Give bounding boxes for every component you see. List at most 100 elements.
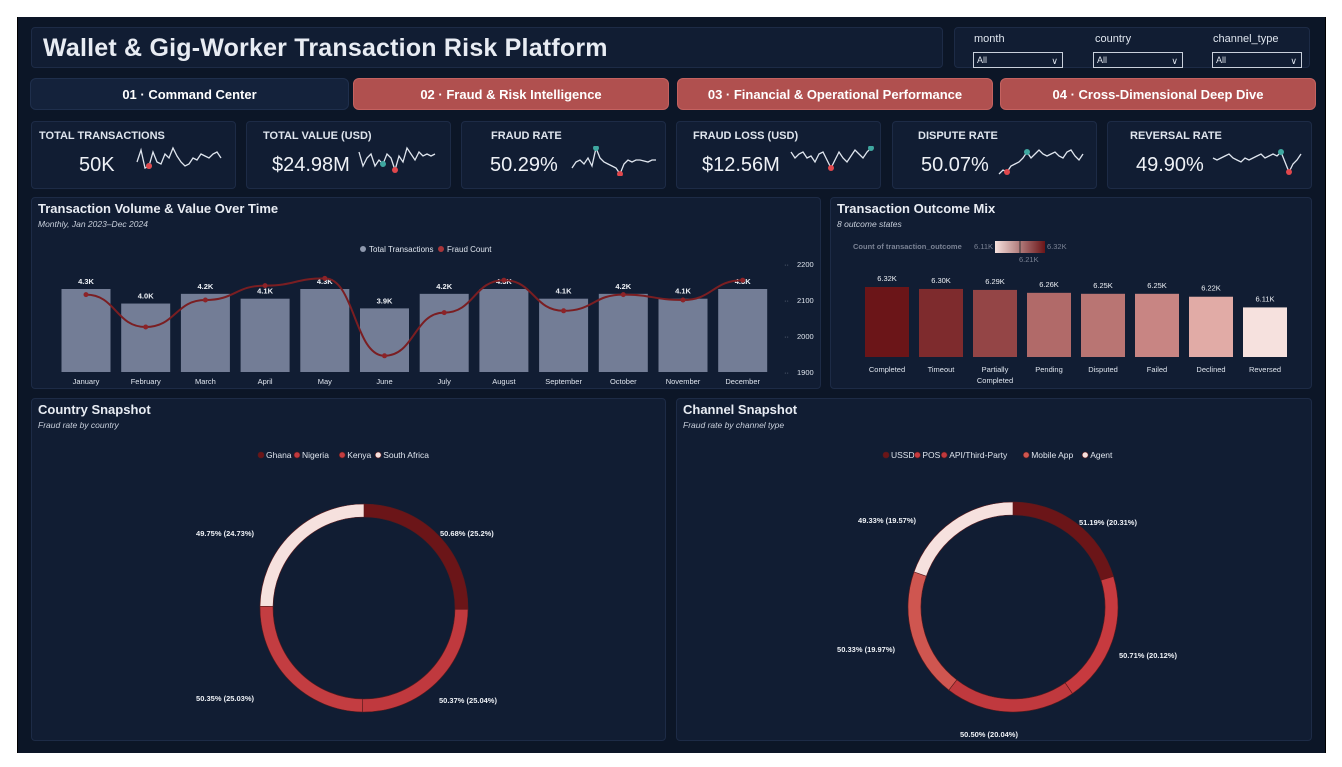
donut-slice-label: 51.19% (20.31%): [1079, 518, 1137, 527]
outcome-bar[interactable]: [865, 287, 909, 357]
outcome-bar-label: 6.30K: [931, 276, 951, 285]
donut-legend-label: USSD: [891, 450, 915, 460]
outcome-bar[interactable]: [1027, 292, 1071, 357]
outcome-x-tick: Completed: [977, 376, 1013, 385]
fraud-count-point[interactable]: [680, 297, 686, 303]
filter-month-value: All: [977, 55, 988, 65]
fraud-count-point[interactable]: [561, 308, 567, 314]
fraud-count-point[interactable]: [83, 292, 89, 298]
donut-slice-label: 50.37% (25.04%): [439, 696, 497, 705]
fraud-count-point[interactable]: [322, 275, 328, 281]
kpi-sparkline: [1212, 149, 1302, 175]
outcome-title: Transaction Outcome Mix: [837, 201, 996, 216]
volume-y2-tick: 2000: [797, 332, 814, 341]
donut-slice[interactable]: [913, 501, 1014, 577]
volume-panel: Transaction Volume & Value Over Time Mon…: [31, 197, 821, 389]
volume-bar[interactable]: [180, 293, 230, 372]
volume-bar[interactable]: [598, 293, 648, 372]
kpi-reversal-rate: REVERSAL RATE 49.90%: [1107, 121, 1312, 189]
donut-slice[interactable]: [1012, 501, 1114, 581]
outcome-bar[interactable]: [1189, 296, 1233, 357]
filter-channel-dropdown[interactable]: All ∨: [1212, 52, 1302, 68]
kpi-value: $24.98M: [272, 154, 350, 176]
kpi-dispute-rate: DISPUTE RATE 50.07%: [892, 121, 1097, 189]
volume-bar[interactable]: [240, 298, 290, 372]
volume-bar[interactable]: [360, 308, 409, 372]
volume-y2-tick: 2200: [797, 260, 814, 269]
sparkline-path: [136, 146, 222, 169]
volume-bar[interactable]: [61, 289, 111, 372]
volume-y2-tick-mark: ··: [784, 368, 789, 377]
donut-slice[interactable]: [907, 571, 958, 691]
kpi-value: 49.90%: [1136, 154, 1204, 176]
volume-bar-label: 4.0K: [138, 292, 154, 301]
kpi-sparkline: [790, 146, 874, 171]
fraud-count-point[interactable]: [382, 353, 387, 359]
fraud-count-point[interactable]: [740, 277, 746, 283]
outcome-bar[interactable]: [1135, 293, 1179, 357]
sparkline-path: [1212, 150, 1302, 174]
donut-slice[interactable]: [363, 503, 469, 610]
volume-bar-label: 4.2K: [615, 282, 631, 291]
donut-slice[interactable]: [259, 503, 365, 607]
outcome-bar[interactable]: [919, 288, 963, 357]
outcome-bar[interactable]: [973, 289, 1017, 357]
kpi-label: REVERSAL RATE: [1130, 130, 1222, 142]
tab-financial-operational[interactable]: 03 · Financial & Operational Performance: [677, 78, 993, 110]
volume-y2-tick: 2100: [797, 296, 814, 305]
volume-bar[interactable]: [479, 289, 529, 372]
filter-country-value: All: [1097, 55, 1108, 65]
filter-month-dropdown[interactable]: All ∨: [973, 52, 1063, 68]
donut-slice-label: 49.75% (24.73%): [196, 529, 254, 538]
donut-legend-label: API/Third-Party: [949, 450, 1008, 460]
filter-country-label: country: [1095, 33, 1132, 45]
volume-x-tick: August: [492, 377, 516, 386]
volume-x-tick: March: [195, 377, 216, 386]
donut-legend-label: Mobile App: [1031, 450, 1073, 460]
outcome-chart: Count of transaction_outcome 6.11K 6.21K…: [853, 241, 1287, 385]
tab-cross-dimensional[interactable]: 04 · Cross-Dimensional Deep Dive: [1000, 78, 1316, 110]
outcome-bar[interactable]: [1243, 307, 1287, 357]
volume-bar-label: 3.9K: [377, 296, 393, 305]
kpi-value: 50K: [79, 154, 115, 176]
chevron-down-icon: ∨: [1290, 56, 1297, 66]
volume-x-tick: June: [376, 377, 392, 386]
filter-channel-value: All: [1216, 55, 1227, 65]
fraud-count-point[interactable]: [501, 277, 507, 283]
outcome-x-tick: Timeout: [928, 365, 956, 374]
gradient-max-label: 6.32K: [1047, 242, 1067, 251]
volume-x-tick: December: [725, 377, 760, 386]
channel-title: Channel Snapshot: [683, 402, 798, 417]
sparkline-low-dot: [146, 163, 152, 169]
kpi-total-value: TOTAL VALUE (USD) $24.98M: [246, 121, 451, 189]
fraud-count-point[interactable]: [202, 297, 208, 303]
volume-bar-label: 4.2K: [436, 282, 452, 291]
outcome-x-tick: Reversed: [1249, 365, 1281, 374]
volume-bar[interactable]: [658, 298, 708, 372]
outcome-bar[interactable]: [1081, 293, 1125, 357]
donut-slice[interactable]: [1064, 576, 1119, 694]
donut-slice-label: 50.71% (20.12%): [1119, 651, 1177, 660]
donut-slice[interactable]: [259, 605, 363, 713]
outcome-bar-label: 6.22K: [1201, 284, 1221, 293]
gradient-mid-label: 6.21K: [1019, 255, 1039, 264]
donut-legend-label: Ghana: [266, 450, 292, 460]
filter-country-dropdown[interactable]: All ∨: [1093, 52, 1183, 68]
volume-chart: Total Transactions Fraud Count 4.3K 4.0K 4…: [61, 245, 814, 386]
volume-bar[interactable]: [718, 289, 768, 372]
sparkline-low-dot: [828, 165, 834, 171]
outcome-bar-label: 6.26K: [1039, 280, 1059, 289]
tab-command-center[interactable]: 01 · Command Center: [30, 78, 349, 110]
volume-bar[interactable]: [419, 293, 469, 372]
fraud-count-point[interactable]: [441, 310, 447, 316]
channel-panel: Channel Snapshot Fraud rate by channel t…: [676, 398, 1312, 741]
volume-bar[interactable]: [121, 303, 171, 372]
tab-financial-operational-label: 03 · Financial & Operational Performance: [707, 87, 963, 102]
fraud-count-point[interactable]: [620, 292, 626, 298]
donut-slice[interactable]: [948, 679, 1073, 713]
fraud-count-point[interactable]: [143, 324, 149, 330]
tab-fraud-risk[interactable]: 02 · Fraud & Risk Intelligence: [353, 78, 669, 110]
volume-bar[interactable]: [300, 289, 350, 372]
donut-legend-label: South Africa: [383, 450, 429, 460]
fraud-count-point[interactable]: [262, 283, 268, 289]
